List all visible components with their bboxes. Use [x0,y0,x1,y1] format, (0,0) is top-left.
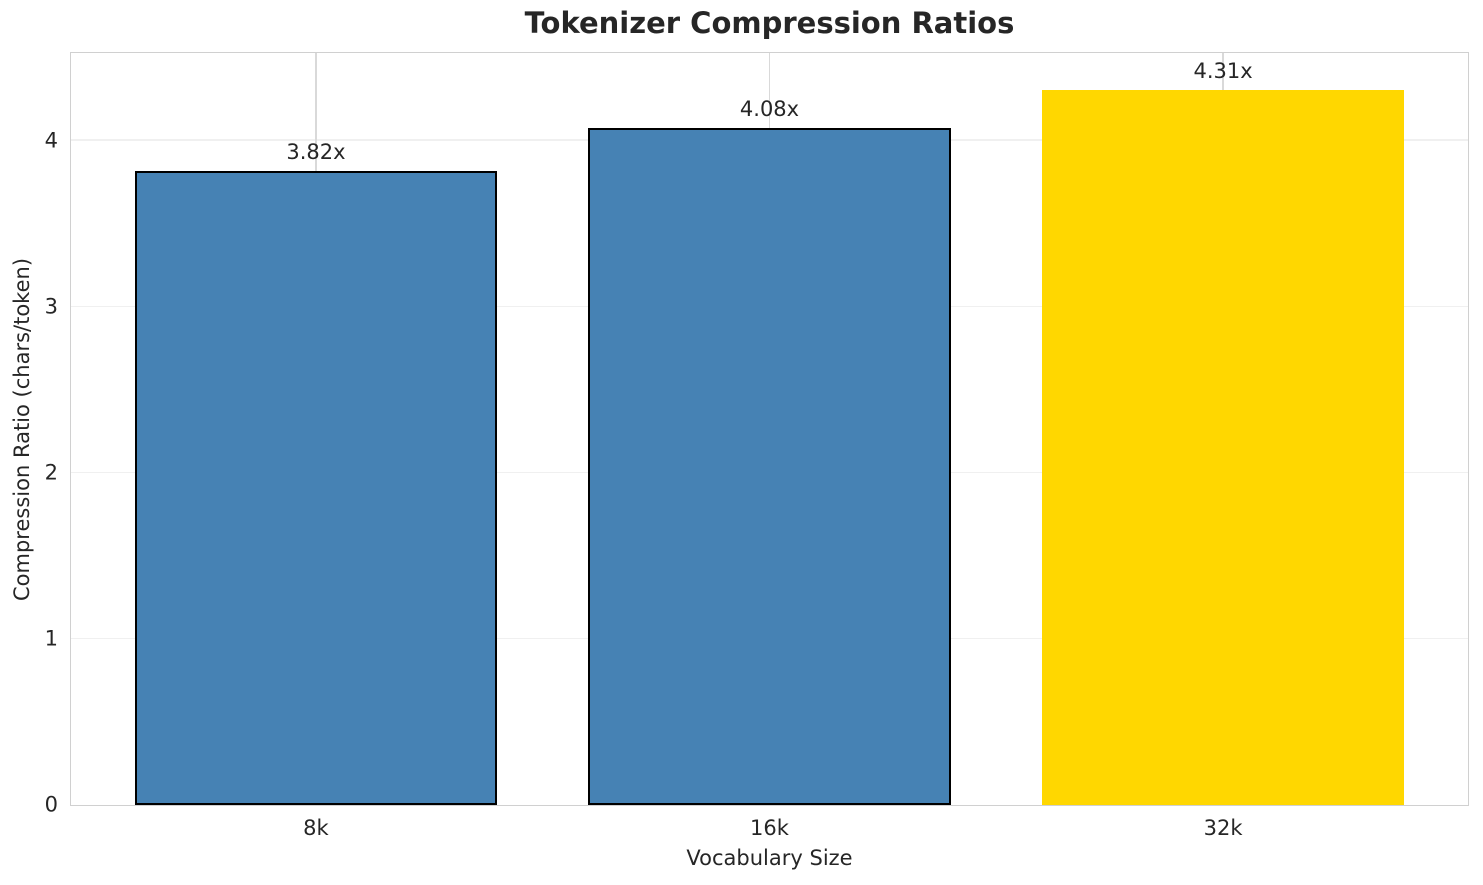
y-tick-label: 2 [44,460,58,485]
y-tick-label: 0 [44,792,58,817]
x-tick-label: 16k [750,816,789,840]
y-tick-label: 4 [44,128,58,153]
x-tick-label: 8k [303,816,329,840]
bar [1041,89,1405,805]
y-axis-label: Compression Ratio (chars/token) [10,257,34,601]
bar-value-label: 4.31x [1193,58,1253,83]
x-tick-label: 32k [1203,816,1243,840]
bar [134,170,498,805]
bar-value-label: 4.08x [739,96,800,121]
bar-value-label: 3.82x [286,139,346,164]
y-tick-label: 3 [44,294,58,319]
x-axis-label: Vocabulary Size [686,846,853,870]
plot-area: 0 1 2 3 4 8k 16k 32k 3.82x 4.08x 4.31x [45,52,1469,840]
chart-title: Tokenizer Compression Ratios [524,6,1015,40]
bar [588,127,951,805]
y-tick-label: 1 [44,626,58,651]
